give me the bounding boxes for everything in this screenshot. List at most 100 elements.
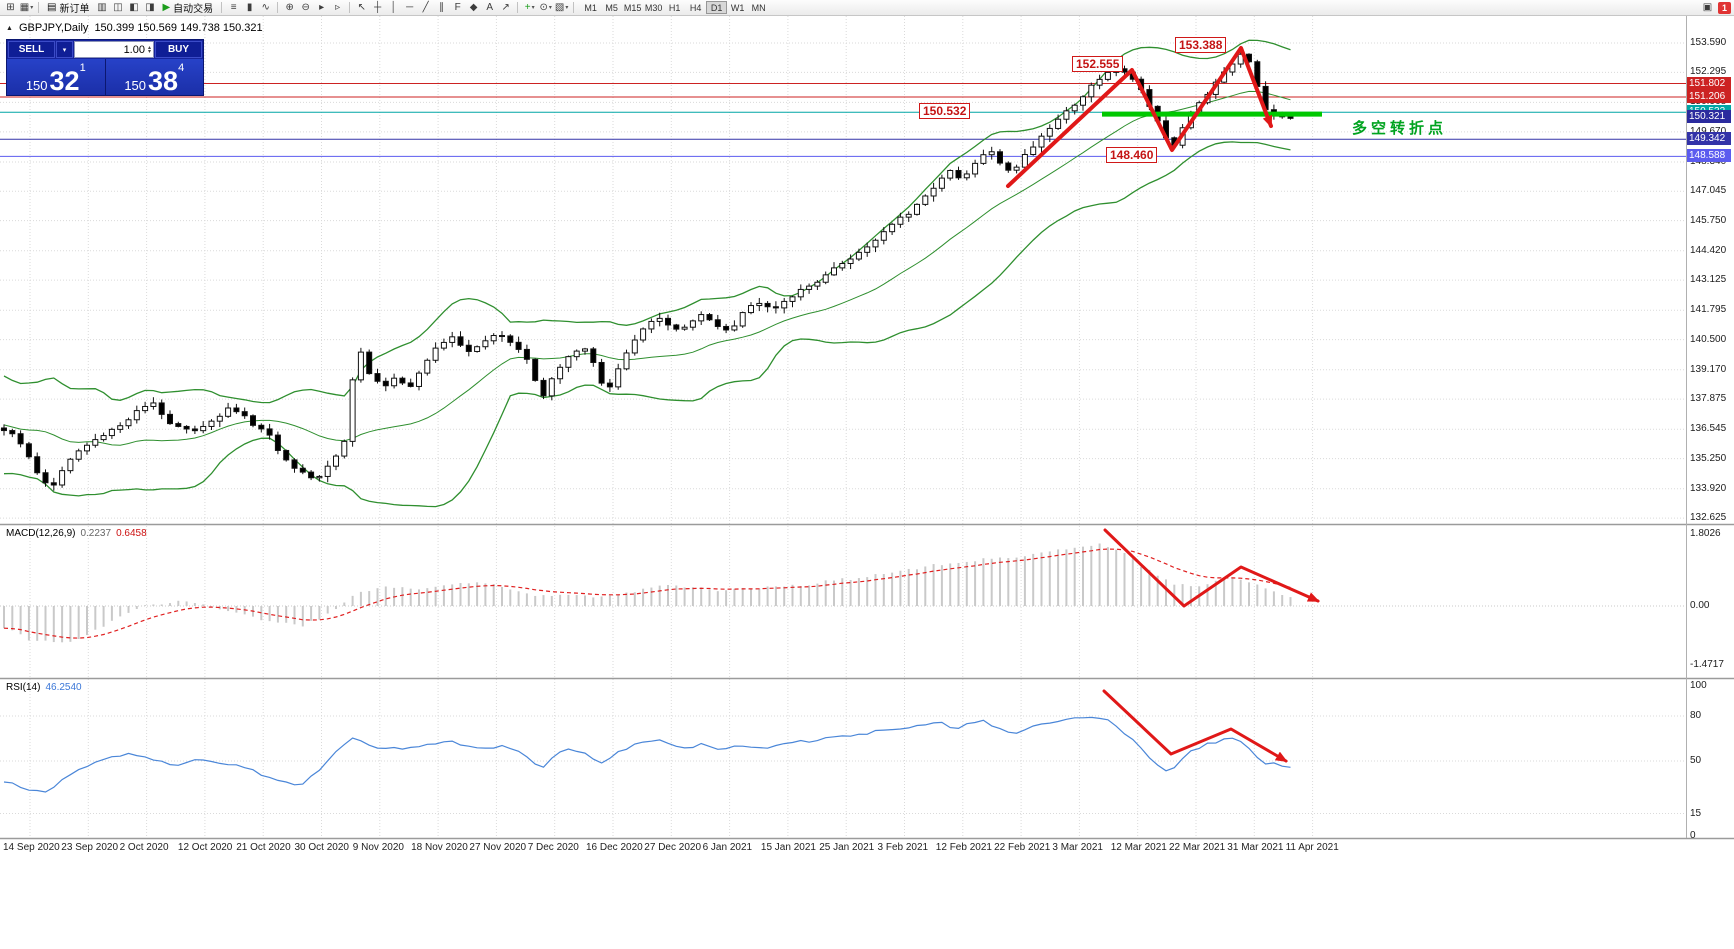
- arrow-tool-icon[interactable]: ↗: [501, 1, 510, 13]
- templates-icon[interactable]: ▧ ▾: [554, 1, 569, 13]
- timeframe-h4[interactable]: H4: [689, 2, 702, 13]
- price-axis-tick: 136.545: [1690, 423, 1727, 435]
- notifications-badge[interactable]: 1: [1718, 1, 1731, 14]
- rsi-axis-tick: 0: [1690, 830, 1696, 841]
- data-window-icon[interactable]: ◫: [113, 1, 123, 13]
- symbol-period-label: GBPJPY,Daily: [18, 22, 89, 34]
- price-axis-tick: 133.920: [1690, 482, 1727, 494]
- new-order-button-label: 新订单: [59, 4, 90, 15]
- auto-scroll-icon[interactable]: ▸: [319, 1, 325, 13]
- rsi-indicator-label: RSI(14) 46.2540: [6, 682, 82, 693]
- date-axis-label: 18 Nov 2020: [411, 842, 468, 853]
- timeframe-mn[interactable]: MN: [751, 2, 766, 13]
- horizontal-line-icon[interactable]: ─: [406, 1, 414, 13]
- date-axis-label: 3 Feb 2021: [877, 842, 929, 853]
- ohlc-values: 150.399 150.569 149.738 150.321: [94, 22, 263, 34]
- date-axis-label: 27 Nov 2020: [469, 842, 527, 853]
- channel-icon[interactable]: ∥: [439, 1, 445, 13]
- price-callout[interactable]: 153.388: [1175, 37, 1227, 53]
- buy-button[interactable]: BUY: [155, 41, 202, 58]
- date-axis-label: 15 Jan 2021: [760, 842, 816, 853]
- timeframe-m15[interactable]: M15: [623, 2, 642, 13]
- vertical-line-icon[interactable]: │: [390, 1, 397, 13]
- chart-profiles-icon[interactable]: ▦ ▾: [19, 1, 34, 13]
- rsi-layer: [3, 716, 1291, 793]
- rsi-axis-tick: 15: [1690, 807, 1702, 819]
- toolbar-separator: [517, 2, 519, 13]
- one-click-trading-panel: SELL ▾ 1.00 ▴ ▾ BUY 150 32 1 150 38 4: [6, 39, 204, 96]
- line-chart-icon[interactable]: ∿: [261, 1, 270, 13]
- macd-indicator-label: MACD(12,26,9) 0.2237 0.6458: [6, 528, 147, 539]
- terminal-icon[interactable]: ◨: [145, 1, 155, 13]
- price-axis-tick: 152.295: [1690, 66, 1727, 78]
- market-watch-icon[interactable]: ▥: [97, 1, 107, 13]
- trendline-icon[interactable]: ╱: [422, 1, 429, 13]
- price-axis-tick: 132.625: [1690, 512, 1727, 524]
- volume-input[interactable]: 1.00 ▴ ▾: [74, 41, 154, 58]
- macd-axis-tick: -1.4717: [1690, 658, 1724, 670]
- cursor-icon[interactable]: ↖: [357, 1, 366, 13]
- toolbar-separator: [573, 2, 575, 13]
- price-axis-tick: 135.250: [1690, 452, 1727, 464]
- timeframe-h1[interactable]: H1: [668, 2, 681, 13]
- date-axis-label: 2 Oct 2020: [119, 842, 169, 853]
- new-order-button[interactable]: ▤ 新订单: [43, 1, 93, 15]
- panel-separators: [0, 16, 1734, 840]
- toolbar-separator: [277, 2, 279, 13]
- price-callout[interactable]: 148.460: [1106, 147, 1158, 163]
- grid-layer: [0, 16, 1686, 838]
- volume-dropdown-caret-icon[interactable]: ▾: [56, 41, 73, 58]
- price-axis-tick: 149.670: [1690, 126, 1726, 137]
- autotrading-button[interactable]: ▶ 自动交易: [158, 1, 217, 15]
- trade-panel-controls: SELL ▾ 1.00 ▴ ▾ BUY: [7, 40, 203, 59]
- date-axis-label: 23 Sep 2020: [61, 842, 119, 853]
- price-axis-tick: 144.420: [1690, 244, 1727, 256]
- trend-arrows[interactable]: [1006, 46, 1320, 763]
- buy-price[interactable]: 150 38 4: [104, 59, 204, 95]
- candlestick-chart-icon[interactable]: ▮: [246, 1, 253, 13]
- indicators-icon[interactable]: + ▾: [524, 1, 535, 13]
- navigator-icon[interactable]: ◧: [129, 1, 139, 13]
- fibonacci-icon[interactable]: F: [454, 1, 461, 13]
- timeframe-d1[interactable]: D1: [706, 1, 728, 14]
- volume-stepper[interactable]: ▴ ▾: [147, 44, 151, 55]
- docking-icon[interactable]: ▣: [1702, 1, 1713, 13]
- one-click-toggle-icon[interactable]: ▲: [6, 24, 13, 32]
- price-callout[interactable]: 152.555: [1072, 56, 1124, 72]
- rsi-axis-tick: 80: [1690, 710, 1702, 721]
- zoom-out-icon[interactable]: ⊖: [301, 1, 310, 13]
- price-axis-tick: 145.750: [1690, 214, 1727, 226]
- date-axis-label: 6 Jan 2021: [702, 842, 753, 853]
- crosshair-icon[interactable]: ┼: [374, 1, 382, 13]
- timeframe-m5[interactable]: M5: [605, 2, 618, 13]
- sell-price[interactable]: 150 32 1: [25, 62, 86, 97]
- periods-icon[interactable]: ⊙ ▾: [539, 1, 552, 13]
- price-axis-tick: 140.500: [1690, 333, 1727, 345]
- shapes-icon[interactable]: ◆: [469, 1, 478, 13]
- bar-chart-icon[interactable]: ≡: [230, 1, 237, 13]
- chart-shift-icon[interactable]: ▹: [335, 1, 341, 13]
- horizontal-lines-layer[interactable]: [0, 83, 1686, 157]
- text-label-icon[interactable]: A: [486, 1, 493, 13]
- timeframe-m1[interactable]: M1: [584, 2, 597, 13]
- new-chart-icon[interactable]: ⊞: [6, 1, 15, 13]
- timeframe-toolbar: M1 M5 M15 M30 H1 H4 D1 W1 MN: [580, 1, 769, 14]
- price-callout[interactable]: 150.532: [919, 103, 971, 119]
- price-line-label: 150.321: [1687, 110, 1731, 124]
- price-line-label: 149.342: [1687, 132, 1731, 146]
- zoom-in-icon[interactable]: ⊕: [285, 1, 294, 13]
- sell-button[interactable]: SELL: [8, 41, 55, 58]
- chart-title: ▲ GBPJPY,Daily 150.399 150.569 149.738 1…: [6, 22, 263, 34]
- timeframe-w1[interactable]: W1: [730, 2, 745, 13]
- turning-point-note[interactable]: 多空转折点: [1352, 120, 1448, 137]
- date-axis-label: 12 Mar 2021: [1110, 842, 1167, 853]
- trade-panel-prices: 150 32 1 150 38 4: [7, 59, 203, 95]
- price-axis-tick: 139.170: [1690, 363, 1727, 375]
- date-axis-label: 16 Dec 2020: [586, 842, 643, 853]
- date-axis-label: 22 Feb 2021: [994, 842, 1051, 853]
- timeframe-m30[interactable]: M30: [644, 2, 663, 13]
- price-axis-tick: 153.590: [1690, 37, 1727, 48]
- date-axis-label: 3 Mar 2021: [1052, 842, 1103, 853]
- rsi-axis-tick: 100: [1690, 680, 1707, 691]
